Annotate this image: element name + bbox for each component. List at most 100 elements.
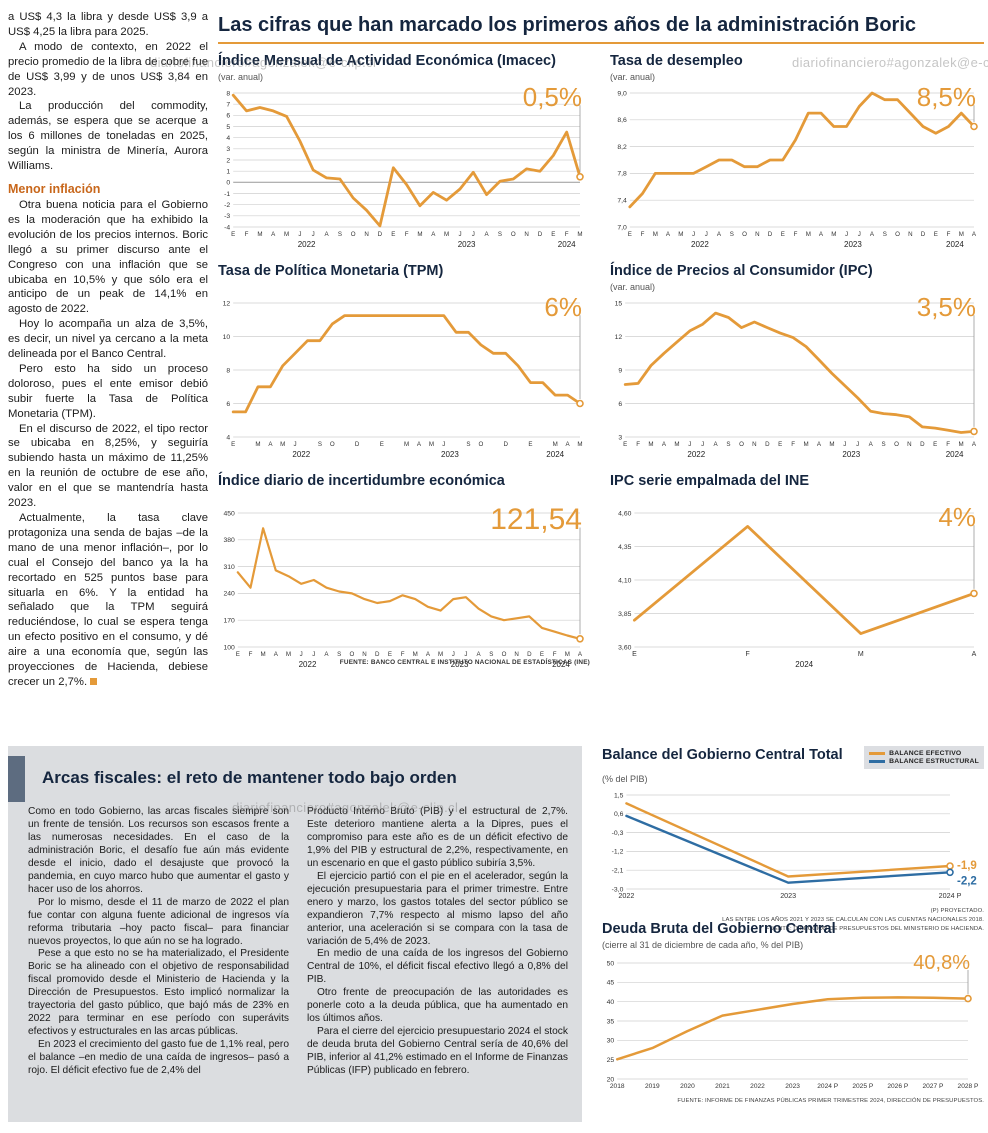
- svg-text:D: D: [527, 651, 532, 658]
- svg-text:2022: 2022: [292, 450, 310, 459]
- ipc-empalmada-line-chart: 4,60 4,35 4,10 3,85 3,60E F M A 2024 4%: [618, 502, 978, 669]
- svg-text:121,54: 121,54: [490, 503, 582, 536]
- svg-text:12: 12: [615, 334, 623, 341]
- svg-text:M: M: [858, 651, 864, 658]
- legend-item-efectivo: BALANCE EFECTIVO: [869, 750, 979, 757]
- watermark: diariofinanciero#agonzalek@e-clip.cl: [792, 55, 988, 70]
- svg-text:A: A: [972, 651, 977, 658]
- svg-text:E: E: [231, 231, 235, 238]
- chart-subtitle: [610, 492, 984, 505]
- svg-text:O: O: [478, 441, 483, 448]
- svg-text:M: M: [286, 651, 291, 658]
- svg-text:8,5%: 8,5%: [917, 82, 976, 112]
- fiscal-paragraph: El ejercicio partió con el pie en el ace…: [307, 870, 568, 947]
- chart-incertidumbre: Índice diario de incertidumbre económica…: [218, 473, 590, 673]
- svg-text:M: M: [284, 231, 289, 238]
- svg-text:S: S: [338, 231, 342, 238]
- svg-text:1,5: 1,5: [614, 792, 624, 799]
- svg-text:450: 450: [223, 510, 235, 517]
- svg-text:0,5%: 0,5%: [523, 82, 582, 112]
- svg-text:2028 P: 2028 P: [958, 1083, 980, 1090]
- svg-text:M: M: [829, 441, 834, 448]
- svg-text:E: E: [778, 441, 782, 448]
- svg-text:100: 100: [223, 644, 235, 651]
- svg-text:-0,3: -0,3: [612, 830, 624, 837]
- svg-text:F: F: [553, 651, 557, 658]
- chart-title: Índice Mensual de Actividad Económica (I…: [218, 53, 556, 69]
- svg-text:4%: 4%: [938, 502, 976, 532]
- svg-text:S: S: [730, 231, 734, 238]
- svg-text:M: M: [648, 441, 653, 448]
- svg-text:J: J: [294, 441, 297, 448]
- chart-legend: BALANCE EFECTIVO BALANCE ESTRUCTURAL: [864, 746, 984, 769]
- svg-text:25: 25: [607, 1057, 615, 1064]
- svg-text:O: O: [895, 231, 900, 238]
- svg-text:2021: 2021: [715, 1083, 730, 1090]
- svg-text:4,35: 4,35: [618, 544, 631, 551]
- svg-text:O: O: [742, 231, 747, 238]
- chart-title: Tasa de Política Monetaria (TPM): [218, 263, 444, 279]
- chart-title: Índice diario de incertidumbre económica: [218, 473, 505, 489]
- svg-text:S: S: [466, 441, 470, 448]
- fiscal-paragraph: Por lo mismo, desde el 11 de marzo de 20…: [28, 896, 289, 947]
- legend-swatch-efectivo: [869, 752, 886, 755]
- svg-text:2022: 2022: [750, 1083, 765, 1090]
- svg-text:E: E: [236, 651, 240, 658]
- svg-text:-3,0: -3,0: [612, 886, 624, 893]
- svg-text:F: F: [946, 441, 950, 448]
- fiscal-paragraph: En 2023 el crecimiento del gasto fue de …: [28, 1039, 289, 1077]
- svg-text:-4: -4: [224, 224, 230, 231]
- svg-text:8,2: 8,2: [617, 144, 627, 151]
- svg-text:40,8%: 40,8%: [913, 952, 970, 974]
- svg-text:O: O: [739, 441, 744, 448]
- svg-text:J: J: [688, 441, 691, 448]
- svg-text:2022: 2022: [687, 450, 705, 459]
- svg-text:2019: 2019: [645, 1083, 660, 1090]
- svg-text:M: M: [577, 441, 582, 448]
- svg-text:F: F: [745, 651, 749, 658]
- svg-text:D: D: [378, 231, 383, 238]
- svg-text:A: A: [666, 231, 671, 238]
- svg-text:E: E: [391, 231, 395, 238]
- fiscal-text-columns: Como en todo Gobierno, las arcas fiscale…: [28, 806, 568, 1078]
- svg-text:D: D: [765, 441, 770, 448]
- svg-text:2025 P: 2025 P: [852, 1083, 874, 1090]
- section-accent-bar: [8, 756, 25, 802]
- svg-text:N: N: [755, 231, 759, 238]
- svg-text:J: J: [701, 441, 704, 448]
- svg-text:2022: 2022: [298, 240, 316, 249]
- svg-text:J: J: [298, 231, 301, 238]
- svg-text:6: 6: [226, 113, 230, 120]
- svg-text:D: D: [921, 231, 926, 238]
- svg-text:7: 7: [226, 101, 230, 108]
- svg-text:F: F: [249, 651, 253, 658]
- svg-text:2026 P: 2026 P: [887, 1083, 909, 1090]
- svg-text:2022: 2022: [691, 240, 709, 249]
- svg-text:D: D: [375, 651, 380, 658]
- svg-text:2022: 2022: [618, 891, 634, 900]
- svg-text:35: 35: [607, 1018, 615, 1025]
- svg-text:E: E: [934, 231, 938, 238]
- svg-text:N: N: [362, 651, 366, 658]
- svg-text:1: 1: [226, 168, 230, 175]
- footnote: LAS ENTRE LOS AÑOS 2021 Y 2023 SE CALCUL…: [722, 917, 984, 924]
- svg-text:J: J: [458, 231, 461, 238]
- svg-text:2024: 2024: [552, 660, 570, 669]
- svg-text:F: F: [565, 231, 569, 238]
- svg-text:O: O: [894, 441, 899, 448]
- article-column: a US$ 4,3 la libra y desde US$ 3,9 a US$…: [8, 10, 208, 690]
- svg-text:S: S: [883, 231, 887, 238]
- chart-title: Balance del Gobierno Central Total: [602, 747, 843, 763]
- svg-text:J: J: [442, 441, 445, 448]
- svg-text:N: N: [752, 441, 756, 448]
- svg-text:A: A: [566, 441, 571, 448]
- footnote: (P) PROYECTADO.: [930, 908, 984, 914]
- svg-text:4,10: 4,10: [618, 577, 631, 584]
- svg-text:M: M: [404, 441, 409, 448]
- svg-text:D: D: [920, 441, 925, 448]
- svg-text:A: A: [324, 651, 329, 658]
- svg-text:M: M: [255, 441, 260, 448]
- legend-label: BALANCE EFECTIVO: [889, 750, 962, 757]
